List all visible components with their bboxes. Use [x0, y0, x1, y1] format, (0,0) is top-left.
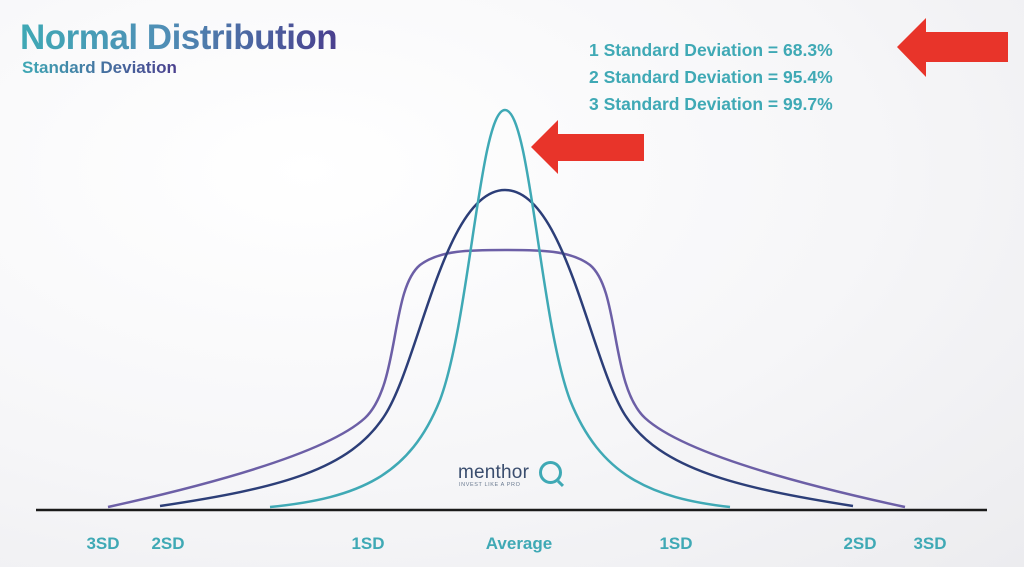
page-title: Normal Distribution — [20, 18, 338, 57]
stat-3sd: 3 Standard Deviation = 99.7% — [589, 94, 833, 114]
axis-label-2sd-right: 2SD — [843, 534, 877, 553]
curve-medium — [159, 188, 854, 508]
stat-1sd: 1 Standard Deviation = 68.3% — [589, 40, 833, 60]
curve-wide — [107, 248, 906, 509]
axis-label-1sd-right: 1SD — [659, 534, 693, 553]
brand-logo: menthor INVEST LIKE A PRO — [458, 459, 568, 489]
curve-narrow — [269, 108, 731, 509]
stats-panel: 1 Standard Deviation = 68.3% 2 Standard … — [589, 37, 909, 118]
axis-label-3sd-right: 3SD — [913, 534, 947, 553]
axis-label-1sd-left: 1SD — [351, 534, 385, 553]
brand-name: menthor — [458, 462, 530, 483]
menthorq-logo-icon — [539, 461, 562, 484]
page-subtitle: Standard Deviation — [22, 58, 177, 77]
arrow-left-icon — [531, 120, 644, 174]
brand-tagline: INVEST LIKE A PRO — [459, 482, 521, 488]
stat-2sd: 2 Standard Deviation = 95.4% — [589, 67, 833, 87]
axis-label-3sd-left: 3SD — [86, 534, 120, 553]
axis-label-2sd-left: 2SD — [151, 534, 185, 553]
arrow-left-icon — [897, 18, 1008, 77]
axis-label-average: Average — [485, 534, 553, 553]
